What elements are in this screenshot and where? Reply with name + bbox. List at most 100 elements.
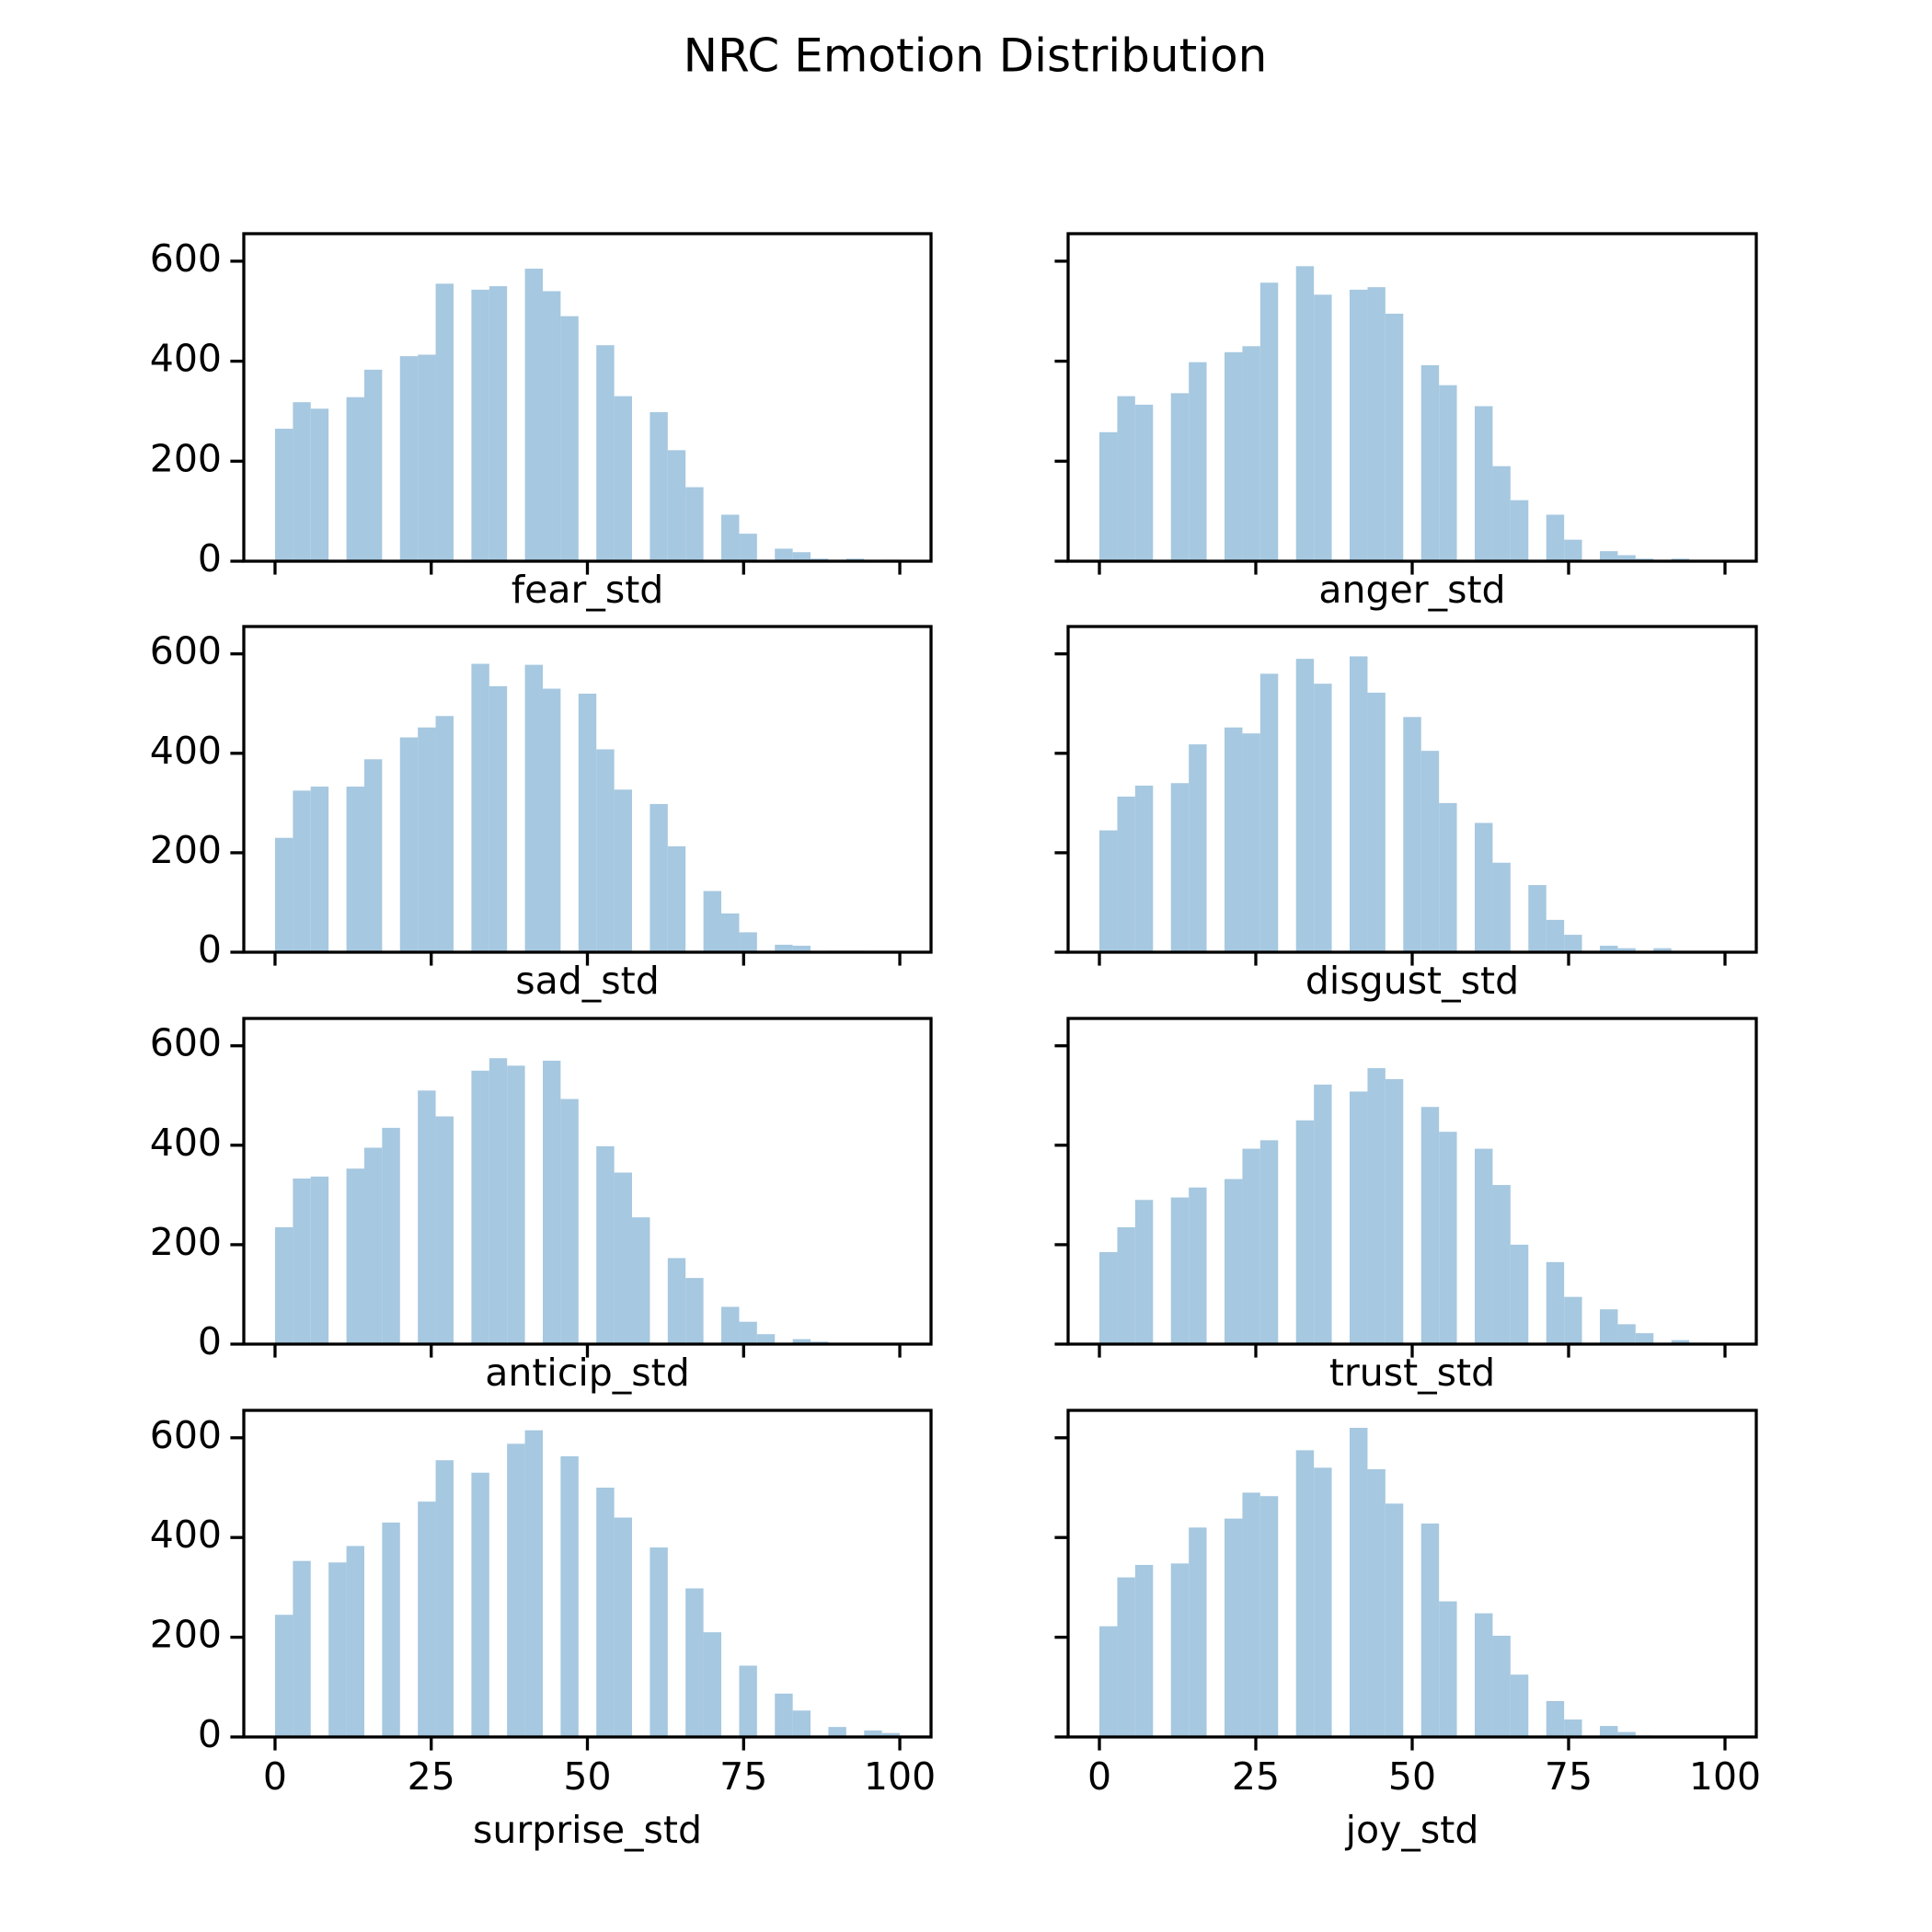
bar <box>418 354 436 561</box>
bar <box>1189 1527 1207 1737</box>
bar <box>1189 362 1207 561</box>
bar <box>1420 1524 1440 1737</box>
bar <box>1385 1503 1404 1737</box>
y-tick-label: 0 <box>198 1319 222 1363</box>
bar <box>1635 1333 1654 1344</box>
bar <box>792 552 811 561</box>
bar <box>739 1321 757 1344</box>
bar <box>1259 1140 1279 1344</box>
bar <box>1295 659 1315 952</box>
bar <box>1600 1309 1618 1344</box>
bar <box>614 396 632 561</box>
bar <box>685 1278 704 1344</box>
y-tick-label: 600 <box>150 236 222 281</box>
bar <box>667 845 686 952</box>
bar <box>274 428 293 561</box>
bar <box>614 1517 632 1737</box>
bar <box>721 1306 740 1344</box>
bar <box>1367 692 1386 952</box>
bar <box>310 408 329 561</box>
bar <box>1350 656 1368 952</box>
bar <box>507 1443 525 1737</box>
axes-frame <box>1066 1409 1758 1739</box>
bar <box>363 1147 383 1344</box>
x-tick-label: 25 <box>1232 1754 1280 1799</box>
bar <box>1295 1120 1315 1344</box>
bar <box>739 534 757 561</box>
bar <box>418 1501 436 1737</box>
bar <box>650 1547 668 1737</box>
bar <box>1295 1450 1315 1737</box>
bar <box>1420 1107 1440 1344</box>
bar <box>1385 1078 1404 1344</box>
bar <box>1314 1084 1332 1344</box>
bar <box>293 790 311 952</box>
x-tick-label: 75 <box>719 1754 767 1799</box>
bar <box>614 1172 632 1344</box>
bar <box>346 1168 364 1344</box>
bar <box>1617 1324 1636 1344</box>
bar <box>346 1546 364 1737</box>
bar <box>739 1665 757 1737</box>
bar <box>1546 514 1565 561</box>
bar <box>328 1562 347 1737</box>
bar <box>382 1127 400 1344</box>
bar <box>507 1065 525 1344</box>
bar <box>543 688 561 952</box>
bar <box>1117 1226 1135 1344</box>
bar <box>418 1090 436 1344</box>
axes-frame <box>242 1409 933 1739</box>
bar <box>1134 785 1154 952</box>
bar <box>1099 830 1118 952</box>
bar <box>1367 1068 1386 1344</box>
bar <box>1546 1261 1565 1344</box>
bar <box>1546 919 1565 952</box>
bar <box>1546 1700 1565 1737</box>
bar <box>721 913 740 952</box>
bar <box>435 716 454 952</box>
bar <box>293 402 311 561</box>
bar <box>1189 744 1207 952</box>
bar <box>1492 1635 1511 1737</box>
bar <box>1242 346 1260 561</box>
bar <box>685 1588 704 1737</box>
bar <box>489 286 508 561</box>
bar <box>1099 1252 1118 1344</box>
bar <box>1242 1492 1260 1737</box>
bar <box>560 1455 579 1737</box>
bar <box>864 1730 882 1737</box>
bar <box>471 1070 489 1344</box>
bar <box>1170 783 1190 952</box>
bar <box>1617 555 1636 561</box>
bar <box>1134 1565 1154 1737</box>
bar <box>1439 1132 1457 1344</box>
bar <box>363 369 383 561</box>
bar <box>667 1258 686 1344</box>
bar <box>721 514 740 561</box>
bar <box>418 727 436 952</box>
bar <box>1475 406 1493 561</box>
bar <box>1600 1726 1618 1737</box>
bar <box>1242 1148 1260 1344</box>
bar <box>1385 313 1404 561</box>
bar <box>1314 1467 1332 1737</box>
bar <box>1099 431 1118 561</box>
bar <box>435 1116 454 1344</box>
bar <box>1134 404 1154 561</box>
bar <box>1403 717 1421 952</box>
y-tick-label: 200 <box>150 436 222 480</box>
bar <box>1439 385 1457 561</box>
bar <box>828 1727 846 1737</box>
y-tick-label: 0 <box>198 927 222 972</box>
bar <box>1259 282 1279 561</box>
subplot: 0 200 400 600 fear_std <box>150 232 933 612</box>
bar <box>1259 1496 1279 1737</box>
bar <box>382 1522 400 1737</box>
bar <box>1314 294 1332 561</box>
subplot: 0 200 400 600 anticip_std <box>150 1017 933 1395</box>
bar <box>756 1334 776 1344</box>
bar <box>310 787 329 952</box>
bar <box>1225 727 1243 952</box>
